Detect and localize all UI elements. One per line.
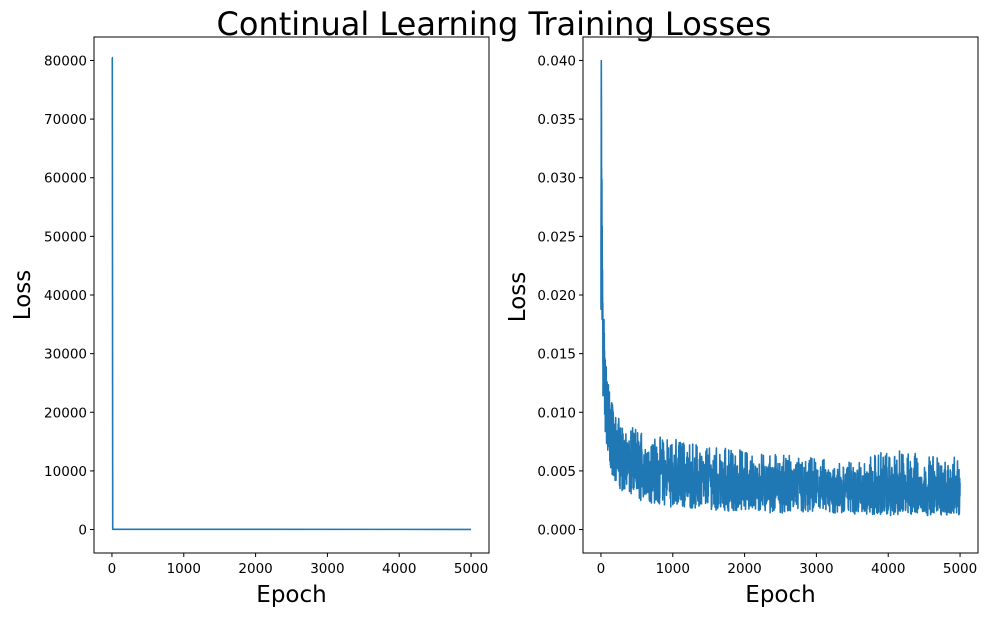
left-y-tick-label: 20000 [44, 405, 87, 421]
right-y-axis-label: Loss [505, 272, 531, 322]
right-y-tick-label: 0.020 [537, 288, 576, 304]
left-x-tick-label: 4000 [382, 561, 416, 577]
right-y-tick-label: 0.025 [537, 229, 576, 245]
right-loss-line [600, 59, 961, 517]
right-y-tick-label: 0.000 [537, 523, 576, 539]
right-x-axis-label: Epoch [745, 582, 815, 608]
left-x-tick-label: 2000 [238, 561, 272, 577]
left-y-axis-label: Loss [10, 270, 36, 320]
left-x-tick-label: 0 [108, 561, 117, 577]
right-loss-plot: 0 1000 2000 3000 4000 5000 0.000 0.005 0.010 0.01… [505, 36, 979, 608]
left-y-tick-label: 0 [78, 523, 87, 539]
right-plot-line [600, 59, 961, 517]
left-y-tick-label: 50000 [44, 229, 87, 245]
left-y-tick-label: 70000 [44, 112, 87, 128]
left-loss-line [111, 56, 472, 531]
right-x-tick-label: 3000 [799, 561, 833, 577]
left-loss-plot: 0 1000 2000 3000 4000 50000100002000030000400… [10, 36, 490, 608]
right-plot-ticks: 0 1000 2000 3000 4000 5000 0.000 0.005 0.010 0.01… [537, 53, 977, 577]
left-plot-ticks: 0 1000 2000 3000 4000 50000100002000030000400… [44, 53, 488, 577]
left-x-tick-label: 5000 [454, 561, 488, 577]
right-x-tick-label: 2000 [727, 561, 761, 577]
left-y-tick-label: 80000 [44, 53, 87, 69]
right-y-tick-label: 0.030 [537, 171, 576, 187]
left-plot-frame [93, 36, 490, 554]
right-x-tick-label: 1000 [656, 561, 690, 577]
right-x-tick-label: 5000 [943, 561, 977, 577]
right-y-tick-label: 0.005 [537, 464, 576, 480]
right-y-tick-label: 0.015 [537, 347, 576, 363]
left-y-tick-label: 40000 [44, 288, 87, 304]
left-y-tick-label: 10000 [44, 464, 87, 480]
left-y-tick-label: 60000 [44, 171, 87, 187]
right-y-tick-label: 0.010 [537, 405, 576, 421]
right-x-tick-label: 0 [597, 561, 606, 577]
left-x-axis-label: Epoch [256, 582, 326, 608]
right-plot-frame [582, 36, 979, 554]
left-x-tick-label: 1000 [167, 561, 201, 577]
right-y-tick-label: 0.040 [537, 53, 576, 69]
right-y-tick-label: 0.035 [537, 112, 576, 128]
left-plot-line [111, 56, 472, 531]
left-x-tick-label: 3000 [310, 561, 344, 577]
right-x-tick-label: 4000 [871, 561, 905, 577]
left-y-tick-label: 30000 [44, 347, 87, 363]
